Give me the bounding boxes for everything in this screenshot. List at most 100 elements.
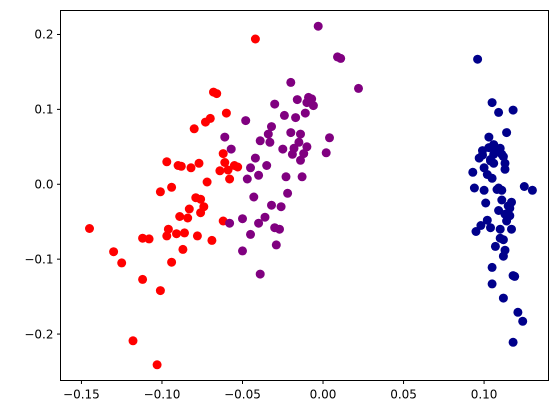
- point-2-1: [469, 183, 479, 193]
- point-1-39: [297, 172, 307, 182]
- point-0-20: [180, 228, 189, 238]
- point-0-45: [233, 162, 243, 172]
- point-0-4: [138, 274, 148, 284]
- point-2-51: [507, 197, 516, 207]
- point-1-13: [255, 269, 265, 279]
- point-0-9: [155, 187, 165, 197]
- point-1-49: [325, 133, 334, 143]
- point-1-34: [291, 113, 301, 123]
- point-1-33: [289, 143, 299, 153]
- series-0: [85, 34, 260, 370]
- point-2-3: [473, 54, 483, 64]
- point-2-57: [518, 316, 528, 326]
- point-1-5: [241, 116, 251, 126]
- point-0-5: [138, 233, 148, 243]
- point-0-27: [194, 158, 204, 168]
- point-0-34: [207, 235, 217, 245]
- point-1-10: [250, 153, 260, 163]
- point-2-19: [487, 173, 497, 183]
- point-1-30: [286, 77, 296, 87]
- point-0-33: [205, 113, 215, 123]
- point-1-2: [226, 144, 236, 154]
- plot-frame: [60, 10, 549, 381]
- point-1-14: [255, 136, 265, 146]
- point-0-17: [175, 212, 185, 221]
- point-2-20: [487, 262, 497, 272]
- point-1-48: [321, 148, 331, 158]
- point-1-51: [336, 53, 346, 63]
- point-1-43: [302, 142, 312, 152]
- point-0-26: [192, 231, 202, 241]
- point-2-52: [508, 105, 518, 115]
- point-0-13: [167, 182, 177, 192]
- point-1-6: [242, 174, 252, 184]
- x-tick-label-5: 0.10: [471, 388, 498, 402]
- point-1-40: [299, 149, 309, 159]
- point-1-4: [238, 214, 247, 224]
- point-1-36: [294, 137, 304, 147]
- data-points: [85, 21, 537, 370]
- x-axis: −0.15 −0.10 −0.05 0.00 0.05 0.10: [63, 380, 498, 402]
- point-0-21: [183, 213, 193, 223]
- y-tick-label-4: 0.2: [34, 28, 53, 42]
- point-1-8: [246, 229, 255, 239]
- x-tick-label-2: −0.05: [224, 388, 261, 402]
- point-0-15: [172, 229, 181, 239]
- point-2-55: [510, 271, 520, 281]
- point-0-19: [178, 244, 188, 254]
- point-2-12: [482, 215, 492, 225]
- point-1-26: [278, 144, 288, 154]
- point-0-3: [128, 336, 138, 346]
- x-tick-label-3: 0.00: [310, 388, 337, 402]
- point-0-23: [186, 163, 196, 173]
- point-2-34: [497, 185, 507, 195]
- point-2-8: [479, 185, 489, 195]
- point-2-36: [497, 195, 507, 205]
- x-tick-label-1: −0.10: [144, 388, 181, 402]
- point-1-16: [262, 161, 272, 170]
- point-0-18: [176, 161, 186, 171]
- point-1-37: [296, 129, 305, 139]
- point-2-59: [527, 185, 537, 195]
- point-1-23: [271, 240, 281, 250]
- point-2-58: [519, 182, 529, 191]
- point-2-0: [468, 167, 478, 177]
- point-1-9: [249, 192, 259, 202]
- point-0-37: [215, 166, 225, 176]
- point-0-7: [152, 360, 162, 370]
- point-1-15: [260, 212, 270, 222]
- point-2-46: [502, 128, 512, 138]
- point-1-0: [220, 132, 230, 142]
- point-0-41: [221, 108, 231, 118]
- point-2-17: [486, 223, 495, 233]
- point-2-28: [494, 107, 504, 117]
- point-1-3: [238, 246, 247, 256]
- point-1-11: [254, 218, 264, 228]
- point-2-39: [498, 293, 508, 303]
- point-2-48: [505, 211, 515, 221]
- point-2-13: [484, 132, 494, 142]
- point-1-35: [292, 95, 302, 105]
- point-1-25: [276, 202, 286, 212]
- point-0-32: [202, 177, 212, 187]
- point-2-10: [481, 198, 491, 208]
- point-1-17: [263, 129, 273, 139]
- point-1-18: [265, 137, 275, 147]
- point-0-0: [85, 224, 94, 233]
- point-0-46: [250, 34, 260, 44]
- series-2: [468, 54, 537, 347]
- point-2-44: [500, 164, 510, 174]
- point-0-11: [162, 157, 172, 167]
- point-2-2: [471, 227, 481, 236]
- point-0-43: [225, 174, 235, 184]
- point-1-27: [279, 110, 289, 120]
- point-1-41: [300, 108, 310, 118]
- series-1: [220, 21, 363, 279]
- point-1-38: [296, 155, 305, 165]
- point-0-29: [196, 194, 206, 204]
- point-0-39: [218, 149, 228, 159]
- x-tick-label-4: 0.05: [390, 388, 417, 402]
- point-2-5: [476, 221, 486, 230]
- point-0-1: [109, 247, 119, 257]
